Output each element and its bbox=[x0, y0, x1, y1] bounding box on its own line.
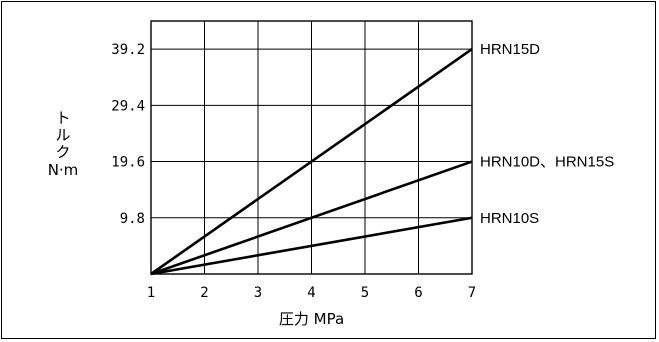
y-tick-label: 29.4 bbox=[111, 98, 145, 114]
y-axis-label-line: ク bbox=[55, 143, 70, 161]
x-tick-label: 6 bbox=[414, 285, 422, 301]
x-tick-label: 1 bbox=[147, 285, 155, 301]
x-tick-label: 7 bbox=[468, 285, 476, 301]
x-axis-label: 圧力 MPa bbox=[279, 310, 344, 328]
x-tick-label: 5 bbox=[361, 285, 369, 301]
plot-area bbox=[150, 20, 473, 275]
y-tick-labels: 9.8 19.6 29.4 39.2 bbox=[111, 42, 145, 227]
series-line-0 bbox=[150, 48, 473, 276]
series-lines bbox=[150, 48, 473, 276]
grid bbox=[151, 21, 472, 274]
y-axis-label-line: ト bbox=[55, 109, 70, 127]
series-label-1: HRN10D、HRN15S bbox=[480, 154, 614, 171]
y-tick-label: 19.6 bbox=[111, 155, 145, 171]
series-label-2: HRN10S bbox=[480, 210, 539, 227]
y-axis-label-line: N·m bbox=[48, 161, 79, 179]
y-tick-label: 9.8 bbox=[120, 211, 145, 227]
series-line-2 bbox=[150, 216, 473, 276]
series-line-1 bbox=[150, 160, 473, 276]
x-tick-labels: 1 2 3 4 5 6 7 bbox=[147, 285, 476, 301]
y-axis-label-line: ル bbox=[55, 126, 70, 144]
x-tick-label: 4 bbox=[307, 285, 315, 301]
x-tick-label: 2 bbox=[200, 285, 208, 301]
x-tick-label: 3 bbox=[254, 285, 262, 301]
series-labels: HRN15D HRN10D、HRN15S HRN10S bbox=[480, 41, 614, 227]
series-label-0: HRN15D bbox=[480, 41, 540, 58]
y-tick-label: 39.2 bbox=[111, 42, 145, 58]
